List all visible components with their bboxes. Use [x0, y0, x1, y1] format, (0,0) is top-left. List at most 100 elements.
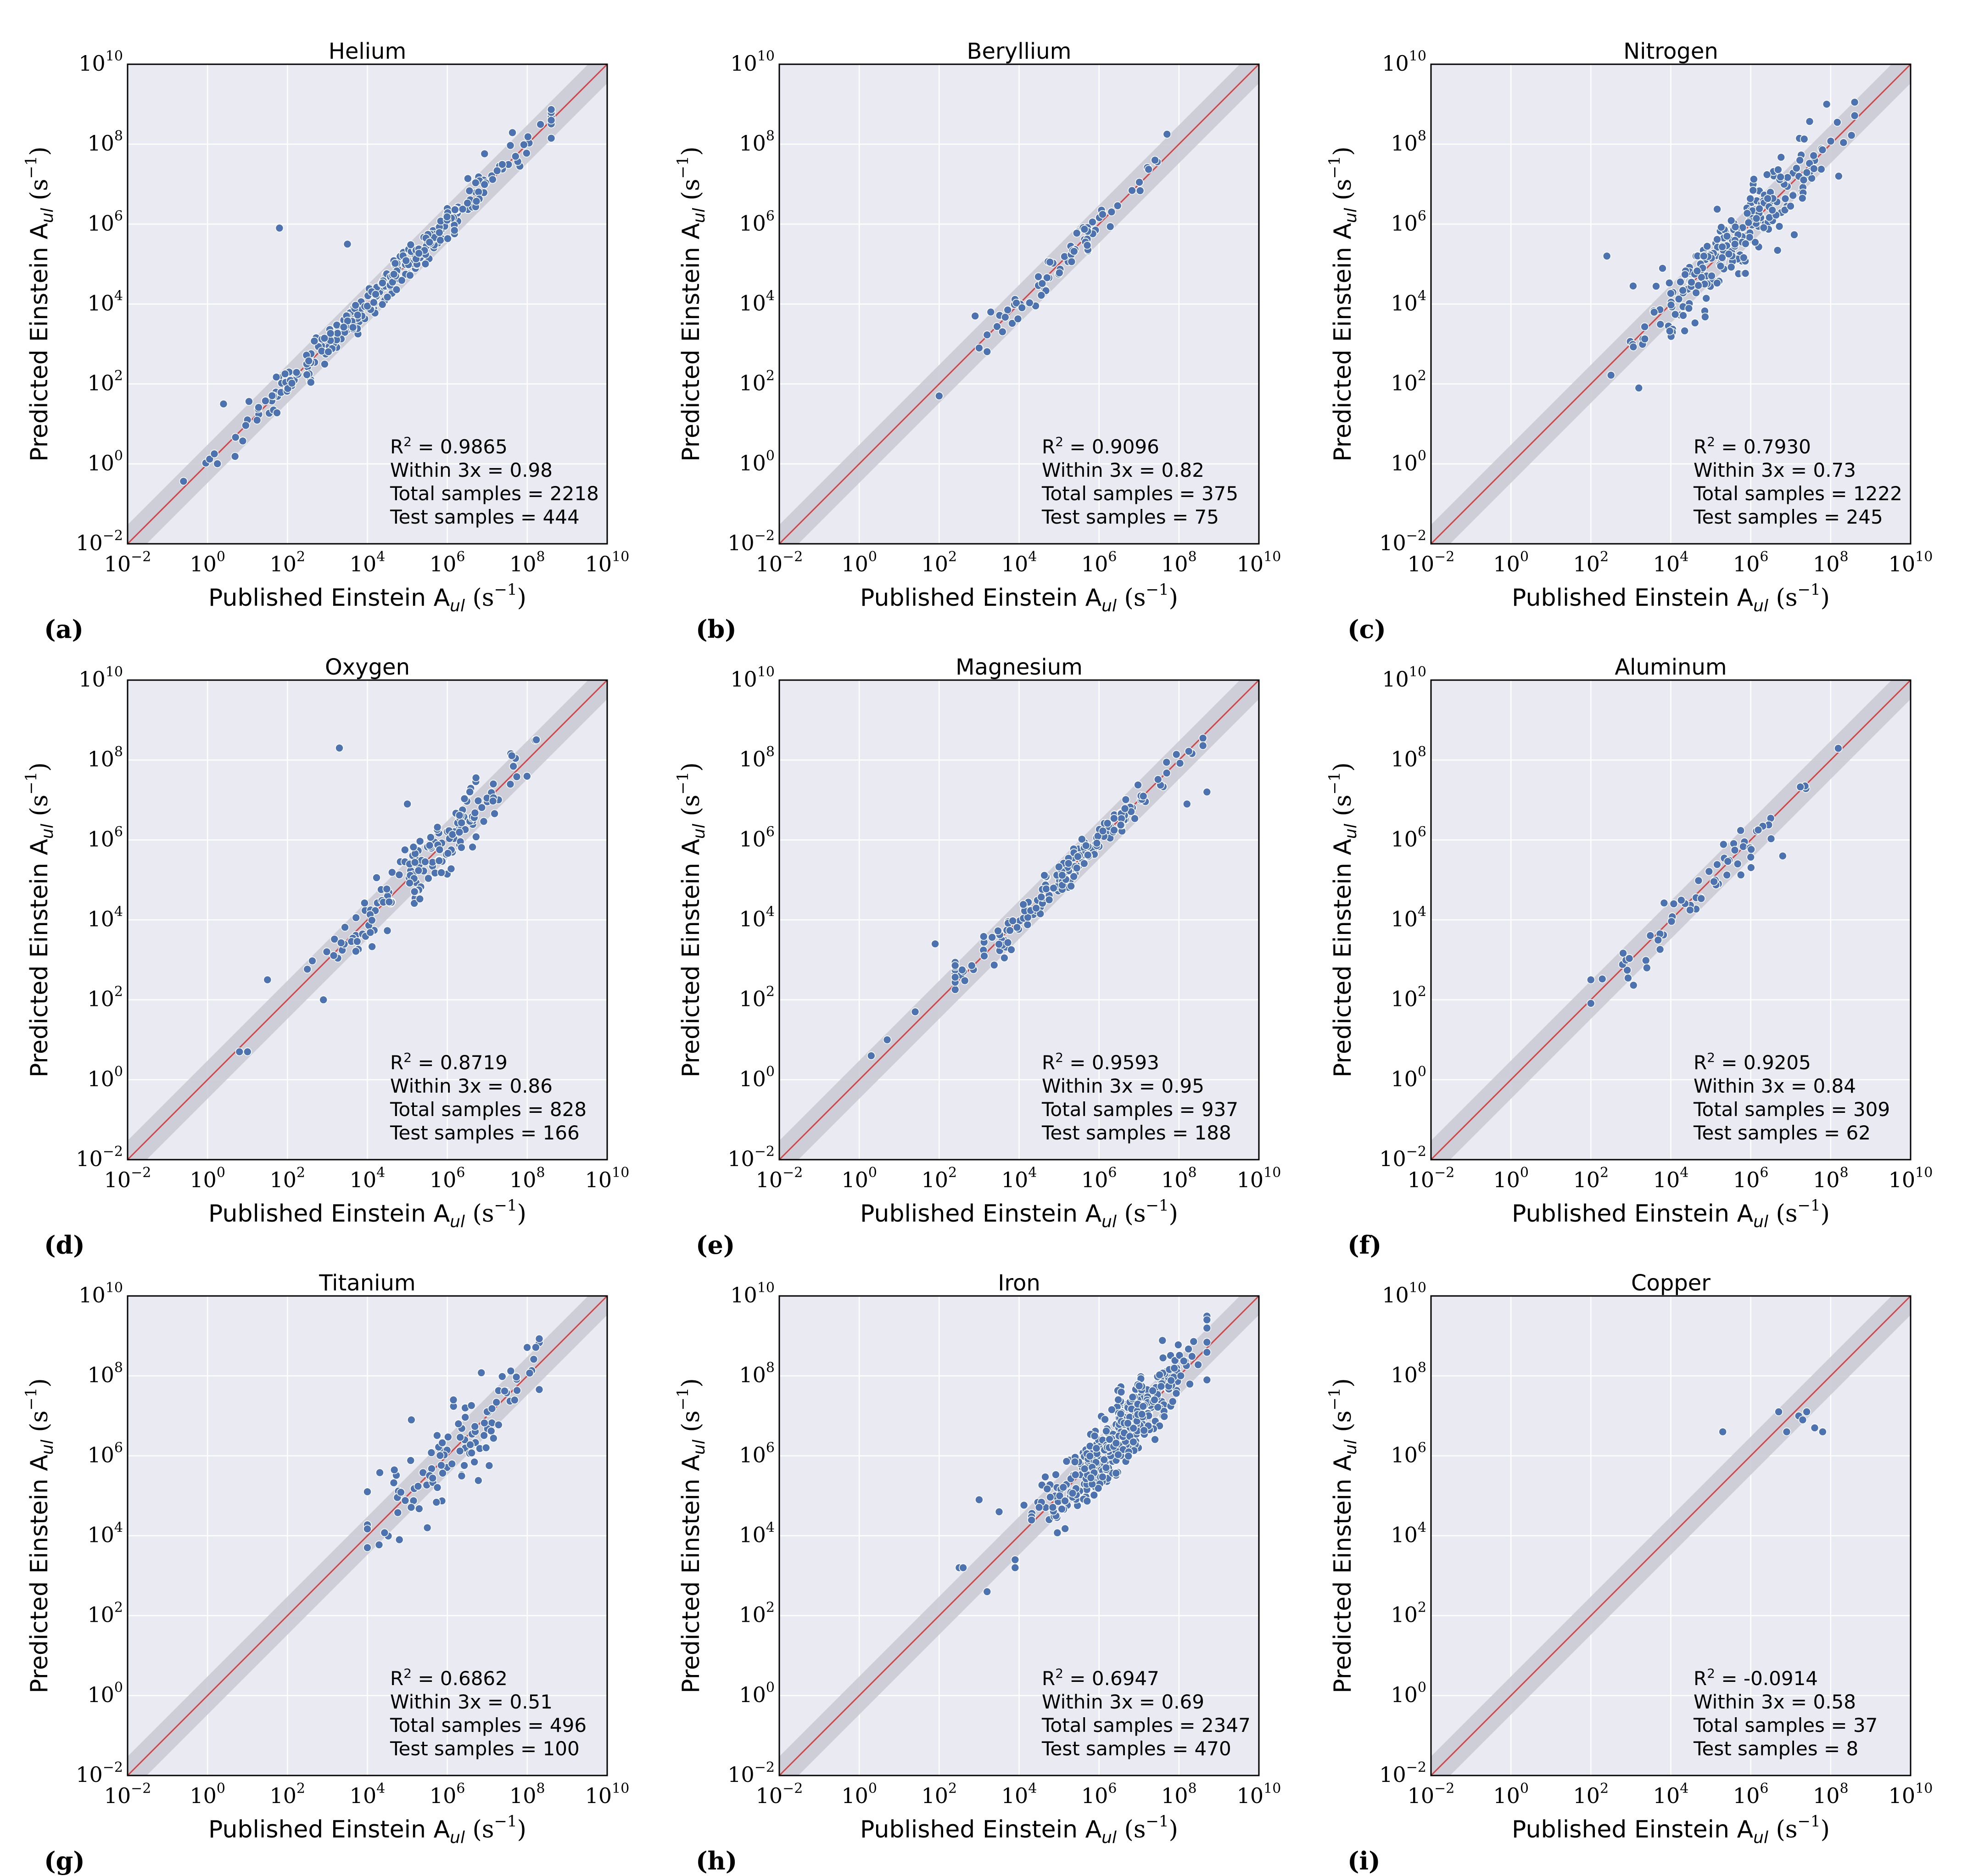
x-tick-label: 100	[190, 1165, 225, 1192]
data-point	[1101, 1463, 1111, 1472]
panel-copper: 10−210−2 100 100 102 102 104 104 106 106 108 108 10…	[1325, 1270, 1933, 1876]
x-axis-label: Published Einstein Aul (s−1)	[208, 581, 526, 615]
data-point	[535, 1334, 544, 1343]
data-point	[1053, 1528, 1062, 1537]
x-tick-label: 108	[509, 549, 545, 576]
data-point	[1649, 307, 1659, 317]
panel-letter: (d)	[44, 1230, 85, 1260]
data-point	[369, 298, 378, 307]
data-point	[1027, 1516, 1036, 1524]
data-point	[1818, 145, 1827, 154]
data-point	[382, 884, 391, 893]
y-tick-label: 102	[87, 368, 123, 396]
data-point	[319, 995, 328, 1004]
data-point	[1139, 1402, 1148, 1411]
data-point	[1158, 1336, 1167, 1345]
data-point	[1713, 279, 1722, 288]
data-point	[492, 1398, 501, 1407]
data-point	[1184, 747, 1193, 756]
data-point	[1086, 1474, 1096, 1482]
data-point	[395, 871, 404, 879]
data-point	[335, 743, 344, 753]
data-point	[425, 238, 434, 247]
data-point	[401, 1496, 410, 1505]
data-point	[1713, 205, 1722, 214]
data-point	[1080, 225, 1089, 234]
data-point	[261, 396, 270, 405]
data-point	[1752, 214, 1761, 223]
x-tick-label: 102	[270, 1781, 306, 1808]
data-point	[456, 1433, 465, 1442]
data-point	[437, 868, 446, 877]
y-tick-label: 102	[87, 1600, 123, 1627]
data-point	[1699, 251, 1708, 261]
data-point	[506, 780, 515, 789]
data-point	[975, 343, 984, 352]
stat-test-samples: Test samples = 188	[1041, 1122, 1231, 1144]
data-point	[950, 973, 960, 982]
x-tick-label: 1010	[1889, 1781, 1933, 1808]
y-axis-label: Predicted Einstein Aul (s−1)	[674, 146, 709, 462]
stat-within-3x: Within 3x = 0.73	[1694, 459, 1856, 481]
y-tick-label: 10−2	[76, 528, 123, 555]
y-tick-label: 10−2	[1379, 1144, 1426, 1171]
x-tick-label: 102	[922, 1781, 957, 1808]
data-point	[454, 1419, 463, 1428]
data-point	[436, 1451, 445, 1460]
stat-test-samples: Test samples = 470	[1041, 1737, 1231, 1760]
data-point	[529, 1355, 538, 1364]
data-point	[1705, 867, 1714, 876]
plot-frame	[1430, 63, 1912, 545]
data-point	[1677, 896, 1686, 904]
data-point	[1805, 117, 1814, 126]
data-point	[371, 290, 380, 299]
data-point	[1809, 151, 1818, 160]
data-point	[1072, 864, 1081, 872]
data-point	[883, 1035, 892, 1044]
data-point	[1163, 130, 1172, 139]
data-point	[480, 180, 489, 189]
data-point	[363, 1487, 372, 1496]
data-point	[410, 887, 419, 896]
data-point	[467, 1448, 476, 1457]
data-point	[1741, 239, 1750, 248]
stat-r2: R2 = 0.6947	[1042, 1666, 1159, 1690]
data-point	[1128, 1393, 1137, 1401]
data-point	[471, 773, 481, 782]
data-point	[1134, 781, 1142, 789]
data-point	[477, 803, 486, 812]
data-point	[414, 1504, 424, 1513]
x-tick-label: 10−2	[1408, 1165, 1455, 1192]
stat-total-samples: Total samples = 2218	[390, 482, 599, 505]
y-tick-label: 1010	[78, 48, 123, 76]
data-point	[423, 1523, 432, 1532]
data-point	[397, 276, 406, 285]
stat-within-3x: Within 3x = 0.69	[1042, 1691, 1204, 1713]
panel-aluminum: 10−210−2 100 100 102 102 104 104 106 106 108 108 10…	[1325, 654, 1933, 1260]
y-axis-label: Predicted Einstein Aul (s−1)	[674, 1378, 709, 1693]
x-tick-label: 106	[430, 1781, 465, 1808]
data-point	[1817, 165, 1826, 174]
data-point	[435, 856, 444, 865]
data-point	[986, 307, 995, 317]
data-point	[464, 174, 472, 183]
x-tick-label: 108	[1813, 549, 1849, 576]
y-tick-label: 10−2	[727, 1144, 775, 1171]
data-point	[958, 966, 967, 974]
data-point	[1153, 775, 1163, 784]
data-point	[1088, 218, 1097, 227]
data-point	[500, 1386, 509, 1396]
data-point	[375, 1468, 384, 1477]
data-point	[302, 370, 311, 379]
data-point	[1634, 384, 1643, 392]
y-tick-label: 106	[1391, 208, 1426, 235]
data-point	[205, 455, 214, 463]
data-point	[1051, 1470, 1060, 1479]
y-tick-label: 1010	[730, 664, 775, 692]
data-point	[1185, 1379, 1194, 1389]
data-point	[1786, 201, 1795, 211]
data-point	[1669, 899, 1678, 908]
data-point	[463, 199, 472, 207]
x-tick-label: 104	[1001, 1165, 1037, 1192]
data-point	[1679, 311, 1688, 320]
